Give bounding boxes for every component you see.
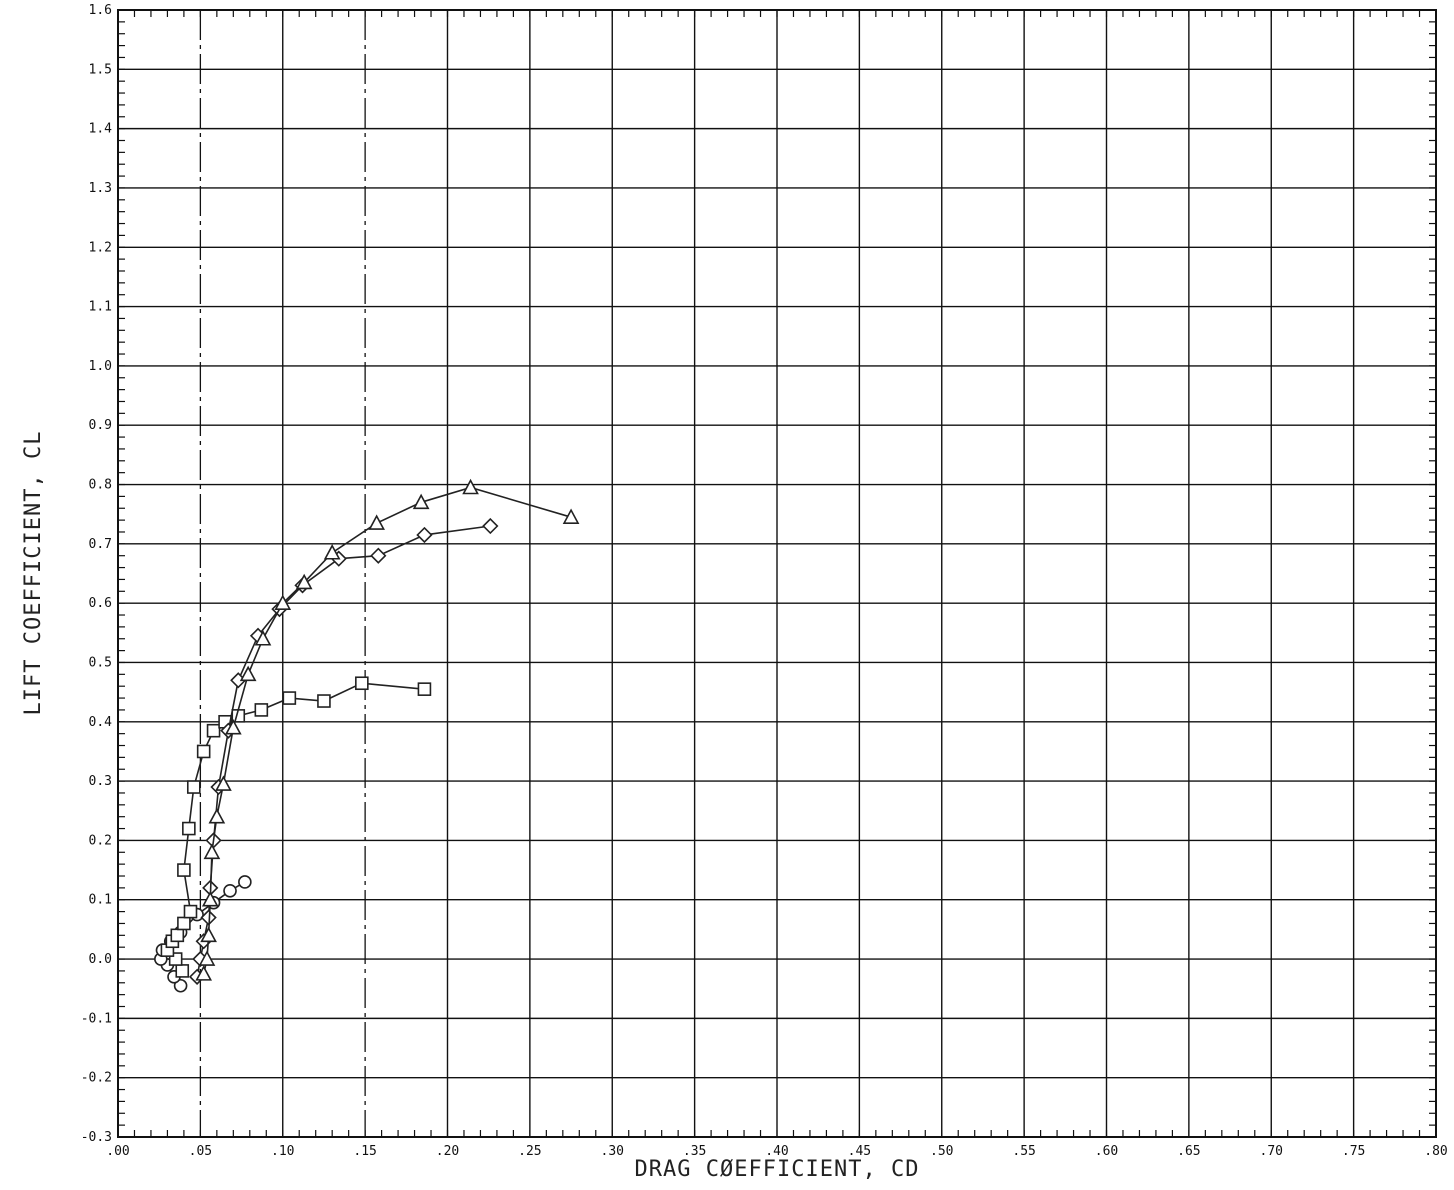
x-axis-label: DRAG CØEFFICIENT, CD	[635, 1157, 920, 1182]
triangle-marker	[239, 665, 257, 682]
y-tick-label: 0.8	[89, 478, 112, 493]
triangle-marker	[412, 493, 430, 510]
square-marker	[355, 676, 369, 691]
triangle-marker	[208, 808, 226, 824]
diamond-marker	[370, 547, 387, 564]
triangle-marker	[215, 775, 232, 791]
x-tick-label: .70	[1260, 1144, 1283, 1159]
triangle-marker	[224, 719, 242, 735]
square-marker	[254, 703, 269, 717]
y-tick-label: -0.3	[81, 1130, 112, 1145]
diamond-marker	[482, 517, 499, 535]
x-tick-label: .30	[601, 1144, 624, 1159]
triangle-marker	[195, 965, 213, 981]
y-tick-label: 1.2	[89, 240, 112, 255]
y-tick-label: 0.4	[89, 715, 113, 730]
square-marker	[206, 723, 221, 738]
x-tick-label: .55	[1012, 1144, 1035, 1159]
x-tick-labels: .00 .05 .10 .15 .20 .25 .30 .35 .40 .45 .50 .55 .60.…	[106, 1144, 1447, 1159]
y-tick-label: 1.0	[89, 359, 112, 374]
triangle-marker	[462, 478, 479, 495]
square-marker	[177, 863, 191, 877]
y-tick-label: 1.6	[89, 3, 112, 18]
series-line	[202, 486, 572, 975]
series-line	[196, 525, 491, 977]
triangle-marker	[200, 926, 217, 943]
x-tick-label: .15	[353, 1144, 376, 1159]
triangle-marker	[323, 544, 341, 560]
square-marker	[183, 904, 198, 919]
y-tick-label: 1.1	[89, 300, 112, 315]
square-marker	[186, 780, 201, 794]
y-tick-label: 0.7	[89, 537, 112, 552]
y-tick-label: 0.3	[89, 774, 112, 789]
ticks	[117, 9, 1437, 1138]
triangle-marker	[201, 891, 219, 907]
y-axis-label: LIFT COEFFICIENT, CL	[21, 431, 46, 716]
data-series	[154, 478, 580, 993]
y-tick-label: 1.4	[89, 122, 113, 137]
plot-frame	[117, 9, 1437, 1138]
y-tick-label: 0.2	[89, 833, 112, 848]
x-tick-label: .05	[189, 1144, 212, 1159]
circle-marker	[223, 884, 237, 898]
y-tick-label: -0.1	[81, 1011, 112, 1026]
y-tick-label: 0.1	[89, 893, 112, 908]
x-tick-label: .10	[271, 1144, 294, 1159]
circle-marker	[173, 978, 188, 993]
square-marker	[170, 928, 185, 943]
square-marker	[282, 691, 297, 705]
x-tick-label: .25	[518, 1144, 541, 1159]
square-marker	[417, 682, 432, 696]
diamond-marker	[416, 526, 433, 544]
square-marker	[182, 821, 196, 836]
x-tick-label: .50	[930, 1144, 953, 1159]
x-tick-label: .75	[1342, 1144, 1365, 1159]
y-tick-label: -0.2	[81, 1071, 112, 1086]
y-tick-label: 0.0	[89, 952, 112, 967]
x-tick-label: .65	[1177, 1144, 1200, 1159]
triangle-marker	[254, 630, 272, 646]
x-tick-label: .80	[1424, 1144, 1447, 1159]
y-tick-label: 1.3	[89, 181, 112, 196]
triangle-marker	[198, 950, 216, 966]
y-tick-labels: -0.3 -0.2 -0.1 0.0 0.1 0.2 0.3 0.4 0.5 0.6 0.7 0.8 0…	[81, 3, 112, 1145]
triangle-marker	[203, 843, 221, 860]
x-tick-label: .45	[848, 1144, 871, 1159]
square-marker	[317, 694, 331, 708]
y-tick-label: 1.5	[89, 62, 112, 77]
x-tick-label: .40	[765, 1144, 788, 1159]
square-marker	[177, 916, 191, 931]
circle-marker	[238, 875, 252, 889]
y-tick-label: 0.5	[89, 655, 112, 670]
square-marker	[175, 964, 190, 978]
x-tick-label: .60	[1095, 1144, 1118, 1159]
x-tick-label: .20	[436, 1144, 459, 1159]
grid	[117, 9, 1437, 1138]
y-tick-label: 0.6	[89, 596, 112, 611]
triangle-marker	[368, 514, 385, 530]
series-diamond	[188, 517, 499, 985]
triangle-marker	[295, 573, 313, 590]
series-triangle	[195, 478, 580, 981]
x-tick-label: .35	[683, 1144, 706, 1159]
square-marker	[196, 744, 211, 759]
y-tick-label: 0.9	[89, 418, 112, 433]
triangle-marker	[274, 594, 292, 610]
x-tick-label: .00	[106, 1144, 129, 1159]
triangle-marker	[562, 508, 580, 524]
